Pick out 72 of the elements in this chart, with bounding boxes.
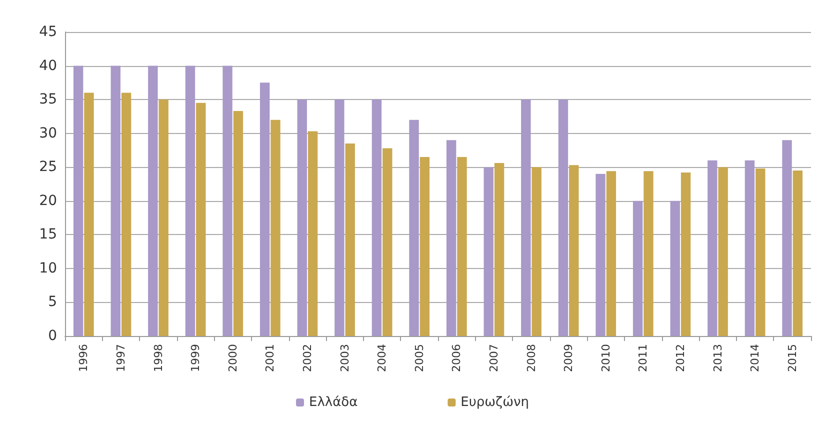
x-tick-label: 2012 xyxy=(674,344,687,372)
bar xyxy=(708,160,718,336)
bar xyxy=(558,100,568,336)
y-tick-label: 45 xyxy=(39,24,57,40)
bar xyxy=(756,168,766,336)
x-tick-label: 2009 xyxy=(562,344,576,372)
bar xyxy=(420,156,430,336)
bar xyxy=(84,92,94,336)
bar xyxy=(521,100,531,336)
y-tick-label: 20 xyxy=(39,192,57,209)
x-tick-label: 2004 xyxy=(376,344,389,372)
bar xyxy=(606,171,616,336)
y-tick-label: 40 xyxy=(39,58,57,74)
y-tick-label: 15 xyxy=(39,226,57,243)
x-tick-label: 1996 xyxy=(77,344,90,372)
y-tick-label: 5 xyxy=(48,294,57,310)
y-tick-label: 10 xyxy=(39,260,57,276)
bar xyxy=(680,172,691,336)
x-tick-label: 2014 xyxy=(748,344,762,372)
bar xyxy=(670,200,680,336)
y-tick-label: 0 xyxy=(48,328,57,344)
x-tick-label: 1998 xyxy=(152,344,165,372)
bar xyxy=(569,165,579,336)
x-tick-label: 1997 xyxy=(114,344,128,372)
y-tick-label: 35 xyxy=(39,92,57,108)
bar xyxy=(457,156,467,336)
x-tick-label: 2000 xyxy=(226,344,240,372)
legend-label: Ευρωζώνη xyxy=(460,395,530,410)
bar xyxy=(196,102,206,336)
x-tick-label: 2001 xyxy=(264,344,277,372)
bar xyxy=(409,120,419,336)
x-tick-label: 2010 xyxy=(599,344,612,372)
bar xyxy=(782,140,792,336)
bar xyxy=(270,120,280,336)
bar xyxy=(484,167,494,336)
bar xyxy=(494,163,504,336)
bar xyxy=(233,111,244,336)
bar xyxy=(297,100,307,336)
bar xyxy=(596,174,606,336)
bar xyxy=(446,140,456,336)
bar xyxy=(158,100,168,336)
bar xyxy=(121,92,132,336)
bar xyxy=(185,66,196,336)
bar xyxy=(345,143,355,336)
x-tick-label: 2006 xyxy=(450,344,464,372)
bar xyxy=(632,200,643,336)
x-tick-label: 2007 xyxy=(487,344,500,372)
bar xyxy=(260,82,270,336)
bar xyxy=(308,131,318,336)
x-tick-label: 1999 xyxy=(189,344,202,372)
x-tick-label: 2011 xyxy=(636,344,650,372)
y-tick-label: 25 xyxy=(39,159,57,176)
bar xyxy=(382,148,392,336)
x-tick-label: 2002 xyxy=(300,344,314,372)
bar xyxy=(372,100,382,336)
bar xyxy=(222,66,232,336)
x-tick-label: 2008 xyxy=(524,344,538,372)
bar xyxy=(532,167,542,336)
bar xyxy=(110,66,120,336)
legend-label: Ελλάδα xyxy=(308,395,358,410)
bar xyxy=(744,160,755,336)
bar xyxy=(73,66,84,336)
bar xyxy=(334,100,344,336)
x-tick-label: 2003 xyxy=(338,344,352,372)
bar xyxy=(792,170,803,336)
bar xyxy=(718,167,728,336)
bar xyxy=(148,66,158,336)
y-tick-label: 30 xyxy=(39,125,57,142)
x-tick-label: 2013 xyxy=(711,344,724,372)
x-tick-label: 2005 xyxy=(412,344,426,372)
x-tick-label: 2015 xyxy=(786,344,799,372)
bar xyxy=(644,171,654,336)
